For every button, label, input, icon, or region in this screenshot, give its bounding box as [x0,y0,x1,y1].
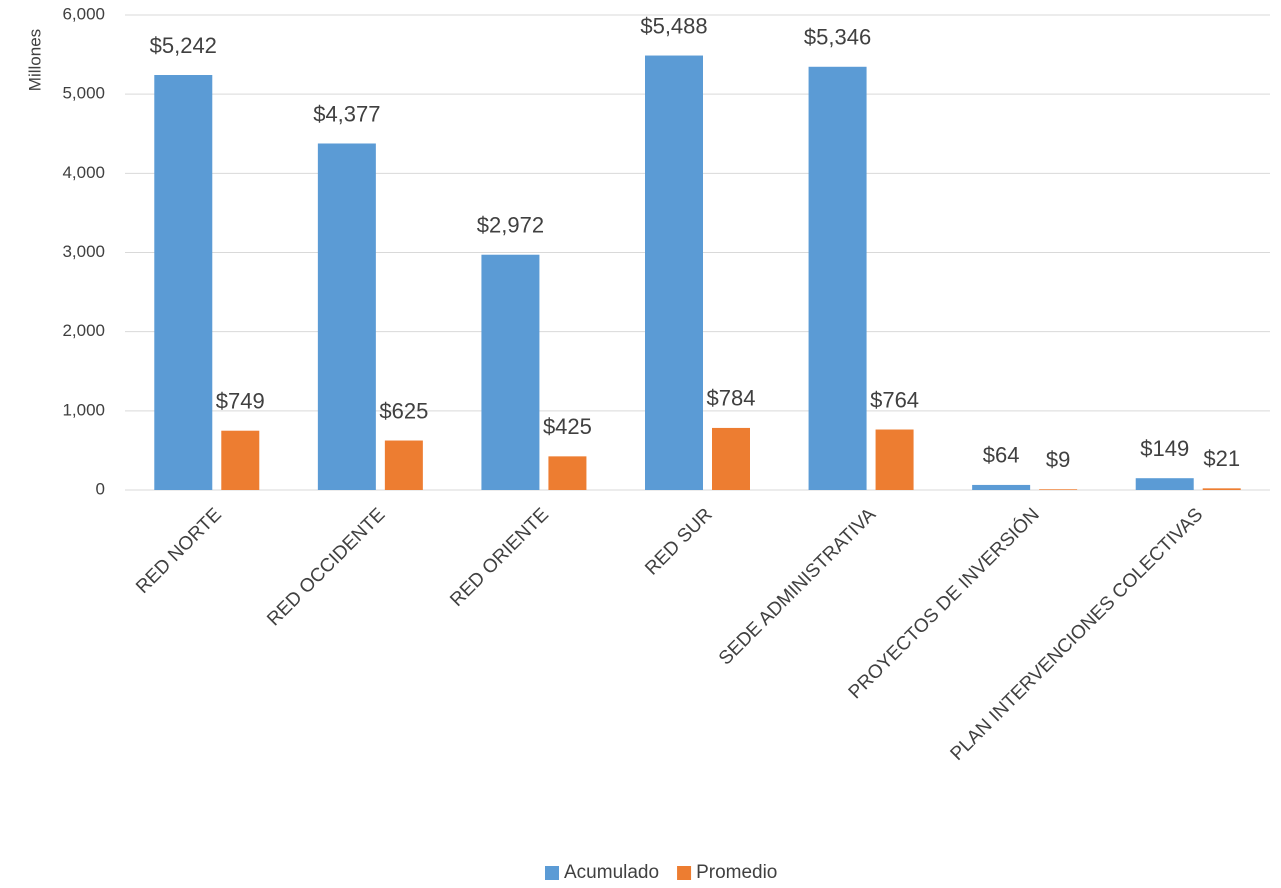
y-tick-label: 1,000 [62,400,105,419]
value-label: $64 [983,443,1020,468]
value-label: $5,488 [640,13,707,38]
y-tick-label: 6,000 [62,4,105,23]
page: Millones 0 1,000 2,000 3,000 4,000 5,000 6,000… [0,0,1281,888]
x-tick-label: RED SUR [641,504,716,579]
value-label: $2,972 [477,213,544,238]
bar [972,485,1030,490]
value-label: $749 [216,389,265,414]
legend-swatch [545,866,559,880]
y-tick-label: 4,000 [62,163,105,182]
y-axis-label: Millones [25,29,44,91]
bar [481,255,539,490]
value-label: $425 [543,414,592,439]
value-label: $625 [379,398,428,423]
bar [385,441,423,490]
y-tick-label: 2,000 [62,321,105,340]
value-label: $21 [1203,446,1240,471]
value-label: $4,377 [313,101,380,126]
x-tick-label: PLAN INTERVENCIONES COLECTIVAS [947,504,1208,765]
bar [154,75,212,490]
value-label: $784 [707,386,756,411]
bar [876,430,914,490]
bar [645,56,703,490]
legend-label: Promedio [696,862,777,883]
value-label: $5,242 [150,33,217,58]
bar [809,67,867,490]
bar [1203,488,1241,490]
value-label: $5,346 [804,25,871,50]
x-tick-label: RED NORTE [132,504,226,598]
value-label: $149 [1140,436,1189,461]
y-tick-label: 3,000 [62,242,105,261]
x-tick-label: RED ORIENTE [446,504,553,611]
bar [221,431,259,490]
x-tick-label: PROYECTOS DE INVERSIÓN [844,504,1044,704]
bar [1136,478,1194,490]
bar [712,428,750,490]
value-label: $9 [1046,447,1070,472]
legend-swatch [677,866,691,880]
bar [548,456,586,490]
x-tick-label: RED OCCIDENTE [263,504,389,630]
x-tick-label: SEDE ADMINISTRATIVA [715,504,880,669]
legend-label: Acumulado [564,862,659,883]
bar [318,143,376,490]
chart: Millones 0 1,000 2,000 3,000 4,000 5,000 6,000… [0,0,1281,888]
bar [1039,489,1077,490]
value-label: $764 [870,387,919,412]
y-tick-label: 0 [96,479,105,498]
y-tick-label: 5,000 [62,84,105,103]
